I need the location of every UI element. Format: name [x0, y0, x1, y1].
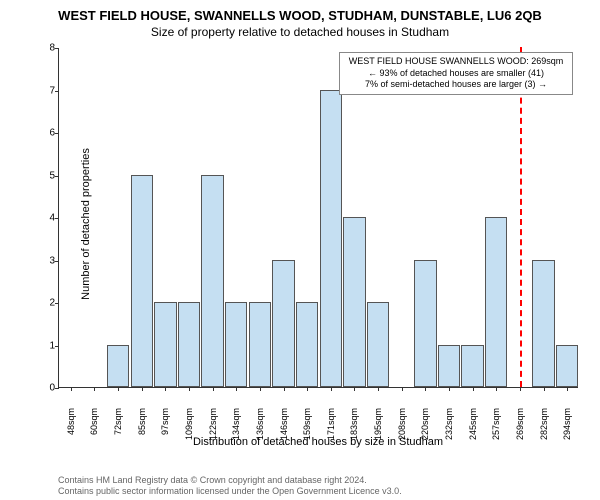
y-tick-label: 5	[35, 170, 55, 181]
bar	[485, 217, 507, 387]
x-tick-mark	[94, 387, 95, 391]
x-tick-mark	[284, 387, 285, 391]
bar	[343, 217, 365, 387]
chart-subtitle: Size of property relative to detached ho…	[0, 23, 600, 39]
x-tick-mark	[213, 387, 214, 391]
y-tick-mark	[55, 303, 59, 304]
x-tick-mark	[165, 387, 166, 391]
x-tick-mark	[142, 387, 143, 391]
bar	[438, 345, 460, 388]
x-tick-mark	[402, 387, 403, 391]
annotation-line: ← 93% of detached houses are smaller (41…	[345, 68, 567, 80]
footer-line-1: Contains HM Land Registry data © Crown c…	[58, 475, 402, 487]
bar	[272, 260, 294, 388]
x-axis-label: Distribution of detached houses by size …	[58, 436, 578, 448]
reference-line	[520, 47, 522, 387]
x-tick-mark	[449, 387, 450, 391]
plot-region: 01234567848sqm60sqm72sqm85sqm97sqm109sqm…	[58, 48, 578, 388]
y-tick-mark	[55, 388, 59, 389]
bar	[556, 345, 578, 388]
x-tick-mark	[567, 387, 568, 391]
y-tick-label: 2	[35, 298, 55, 309]
y-tick-label: 7	[35, 85, 55, 96]
x-tick-mark	[496, 387, 497, 391]
x-tick-mark	[236, 387, 237, 391]
bar	[249, 302, 271, 387]
x-tick-mark	[331, 387, 332, 391]
y-tick-label: 4	[35, 213, 55, 224]
x-tick-mark	[425, 387, 426, 391]
footer-line-2: Contains public sector information licen…	[58, 486, 402, 498]
bar	[461, 345, 483, 388]
y-tick-mark	[55, 176, 59, 177]
x-tick-mark	[473, 387, 474, 391]
y-tick-label: 1	[35, 340, 55, 351]
bar	[154, 302, 176, 387]
bar	[178, 302, 200, 387]
x-tick-mark	[260, 387, 261, 391]
bar	[107, 345, 129, 388]
y-tick-label: 0	[35, 383, 55, 394]
x-tick-mark	[520, 387, 521, 391]
bar	[225, 302, 247, 387]
y-tick-label: 3	[35, 255, 55, 266]
x-tick-mark	[544, 387, 545, 391]
bar	[201, 175, 223, 388]
y-tick-mark	[55, 218, 59, 219]
x-tick-mark	[307, 387, 308, 391]
chart-area: Number of detached properties 0123456784…	[58, 48, 578, 418]
annotation-line: WEST FIELD HOUSE SWANNELLS WOOD: 269sqm	[345, 56, 567, 68]
y-tick-mark	[55, 48, 59, 49]
y-tick-mark	[55, 91, 59, 92]
bar	[532, 260, 554, 388]
bar	[296, 302, 318, 387]
bar	[131, 175, 153, 388]
y-tick-mark	[55, 346, 59, 347]
x-tick-mark	[354, 387, 355, 391]
y-tick-label: 6	[35, 128, 55, 139]
chart-title: WEST FIELD HOUSE, SWANNELLS WOOD, STUDHA…	[0, 0, 600, 23]
x-tick-mark	[118, 387, 119, 391]
x-tick-mark	[71, 387, 72, 391]
annotation-box: WEST FIELD HOUSE SWANNELLS WOOD: 269sqm←…	[339, 52, 573, 95]
y-tick-mark	[55, 133, 59, 134]
annotation-line: 7% of semi-detached houses are larger (3…	[345, 79, 567, 91]
y-tick-mark	[55, 261, 59, 262]
footer-attribution: Contains HM Land Registry data © Crown c…	[58, 475, 402, 498]
bar	[414, 260, 436, 388]
bar	[320, 90, 342, 388]
x-tick-mark	[189, 387, 190, 391]
x-tick-mark	[378, 387, 379, 391]
bar	[367, 302, 389, 387]
y-tick-label: 8	[35, 43, 55, 54]
